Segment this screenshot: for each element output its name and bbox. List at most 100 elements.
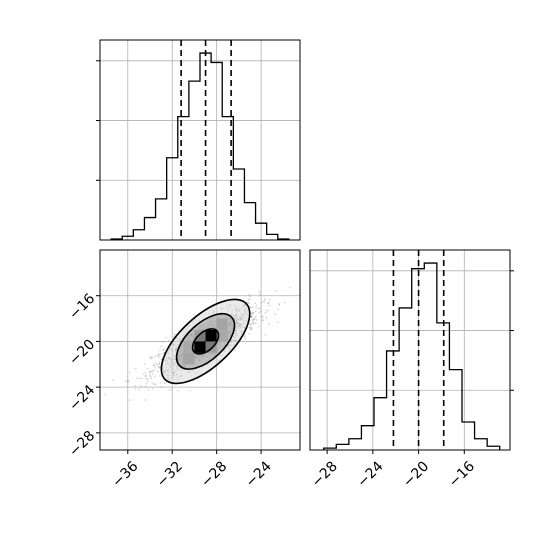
scatter-point (249, 328, 252, 331)
scatter-point (150, 355, 153, 358)
scatter-point (259, 307, 261, 309)
contour-line-inner (191, 328, 220, 355)
scatter-point (243, 335, 246, 338)
scatter-point (150, 377, 153, 380)
scatter-point (165, 336, 167, 339)
scatter-point (129, 399, 132, 402)
scatter-point (158, 361, 161, 364)
scatter-point (251, 319, 253, 322)
scatter-point (250, 328, 253, 331)
scatter-point (147, 377, 149, 380)
joint-density-plot: −36 −32 −28 −24−28−24−20−16 (66, 249, 301, 491)
scatter-point (254, 315, 257, 318)
scatter-point (127, 380, 130, 382)
scatter-point (256, 319, 258, 321)
scatter-point (234, 349, 237, 352)
scatter-point (148, 371, 151, 374)
scatter-point (158, 353, 160, 355)
scatter-point (244, 334, 246, 337)
scatter-point (252, 318, 255, 321)
scatter-point (158, 365, 161, 368)
x-hist-steps (110, 52, 290, 240)
scatter-point (157, 354, 160, 357)
scatter-point (146, 367, 149, 370)
scatter-point (124, 380, 127, 382)
scatter-point (151, 388, 154, 390)
scatter-point (159, 375, 161, 377)
scatter-point (153, 383, 156, 386)
scatter-point (159, 353, 162, 356)
scatter-point (247, 301, 250, 304)
scatter-point (157, 356, 160, 358)
scatter-point (167, 339, 170, 342)
scatter-point (249, 306, 252, 309)
scatter-point (136, 377, 138, 380)
scatter-point (249, 295, 251, 298)
scatter-point (134, 367, 137, 370)
scatter-point (138, 377, 141, 379)
x-marginal-histogram (96, 39, 301, 241)
scatter-point (250, 316, 252, 319)
scatter-point (159, 381, 162, 384)
scatter-point (144, 399, 147, 401)
scatter-point (156, 370, 159, 373)
scatter-point (158, 349, 161, 352)
scatter-point (251, 306, 254, 309)
scatter-point (145, 382, 148, 385)
scatter-point (248, 332, 251, 335)
scatter-point (251, 327, 253, 329)
x-hist-frame (99, 39, 301, 241)
scatter-point (149, 370, 151, 373)
y-hist-frame (309, 249, 511, 451)
joint-frame (99, 249, 301, 451)
scatter-point (142, 373, 145, 376)
scatter-point (170, 388, 173, 391)
scatter-point (140, 377, 143, 380)
scatter-point (268, 298, 271, 301)
scatter-point (253, 302, 256, 305)
scatter-point (158, 366, 161, 369)
scatter-point (255, 304, 258, 307)
scatter-point (252, 322, 255, 325)
scatter-point (274, 313, 276, 316)
scatter-point (252, 321, 255, 324)
scatter-point (261, 315, 264, 318)
scatter-point (247, 299, 250, 301)
scatter-point (157, 365, 160, 368)
scatter-point (160, 358, 163, 361)
scatter-point (267, 301, 269, 304)
scatter-point (283, 301, 286, 304)
scatter-point (153, 383, 156, 385)
scatter-point (258, 311, 261, 314)
scatter-point (268, 322, 270, 325)
scatter-point (251, 322, 254, 324)
scatter-point (144, 375, 147, 377)
scatter-point (251, 313, 254, 316)
scatter-point (156, 363, 158, 366)
scatter-point (264, 311, 267, 314)
scatter-point (265, 316, 268, 319)
scatter-point (263, 298, 266, 300)
scatter-point (259, 310, 262, 313)
scatter-point (278, 303, 281, 305)
y-hist-steps (323, 262, 501, 450)
scatter-point (128, 371, 131, 374)
scatter-point (154, 366, 157, 369)
scatter-point (149, 356, 151, 358)
scatter-point (149, 375, 152, 378)
scatter-point (259, 293, 261, 296)
scatter-point (264, 333, 267, 336)
scatter-point (111, 379, 114, 382)
scatter-point (250, 315, 253, 317)
scatter-point (254, 310, 257, 313)
scatter-point (149, 357, 152, 360)
scatter-point (257, 325, 260, 328)
scatter-point (144, 371, 147, 374)
density-peak-0 (194, 341, 206, 353)
scatter-point (277, 321, 280, 323)
scatter-point (154, 355, 156, 358)
scatter-point (267, 302, 270, 305)
scatter-point (148, 374, 151, 377)
scatter-point (139, 385, 142, 387)
